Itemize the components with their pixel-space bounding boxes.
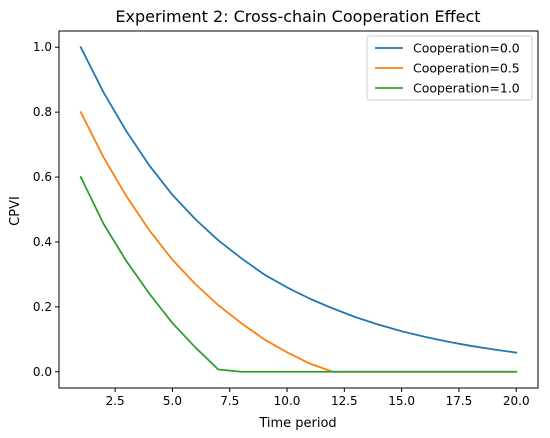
x-tick-label: 20.0 — [503, 394, 530, 408]
x-tick-label: 10.0 — [274, 394, 301, 408]
y-axis-label: CPVI — [8, 196, 23, 226]
x-tick-label: 17.5 — [446, 394, 473, 408]
legend-box — [366, 35, 533, 101]
axis-ticks: 2.5 5.0 7.5 10.0 12.5 15.0 17.5 20.0 0.0 0.2 0.4 0.… — [33, 40, 530, 408]
y-tick-label: 0.2 — [33, 300, 52, 314]
axes-frame — [58, 30, 539, 389]
legend: Cooperation=0.0 Cooperation=0.5 Cooperatio… — [366, 35, 533, 101]
series-lines — [79, 46, 518, 373]
y-tick-label: 0.8 — [33, 105, 52, 119]
x-tick-label: 7.5 — [220, 394, 239, 408]
x-tick-label: 2.5 — [106, 394, 125, 408]
legend-label-1: Cooperation=0.5 — [413, 61, 520, 76]
legend-label-2: Cooperation=1.0 — [413, 81, 520, 96]
series-line-0 — [79, 46, 518, 354]
plot-area — [58, 30, 539, 389]
y-tick-label: 1.0 — [33, 40, 52, 54]
x-axis-label: Time period — [258, 416, 336, 431]
legend-label-0: Cooperation=0.0 — [413, 41, 520, 56]
x-tick-label: 15.0 — [388, 394, 415, 408]
x-tick-label: 5.0 — [163, 394, 182, 408]
x-tick-label: 12.5 — [331, 394, 358, 408]
y-tick-label: 0.6 — [33, 170, 52, 184]
series-line-2 — [79, 175, 518, 373]
chart-title: Experiment 2: Cross-chain Cooperation Ef… — [115, 7, 480, 26]
y-tick-label: 0.0 — [33, 365, 52, 379]
y-tick-label: 0.4 — [33, 235, 52, 249]
